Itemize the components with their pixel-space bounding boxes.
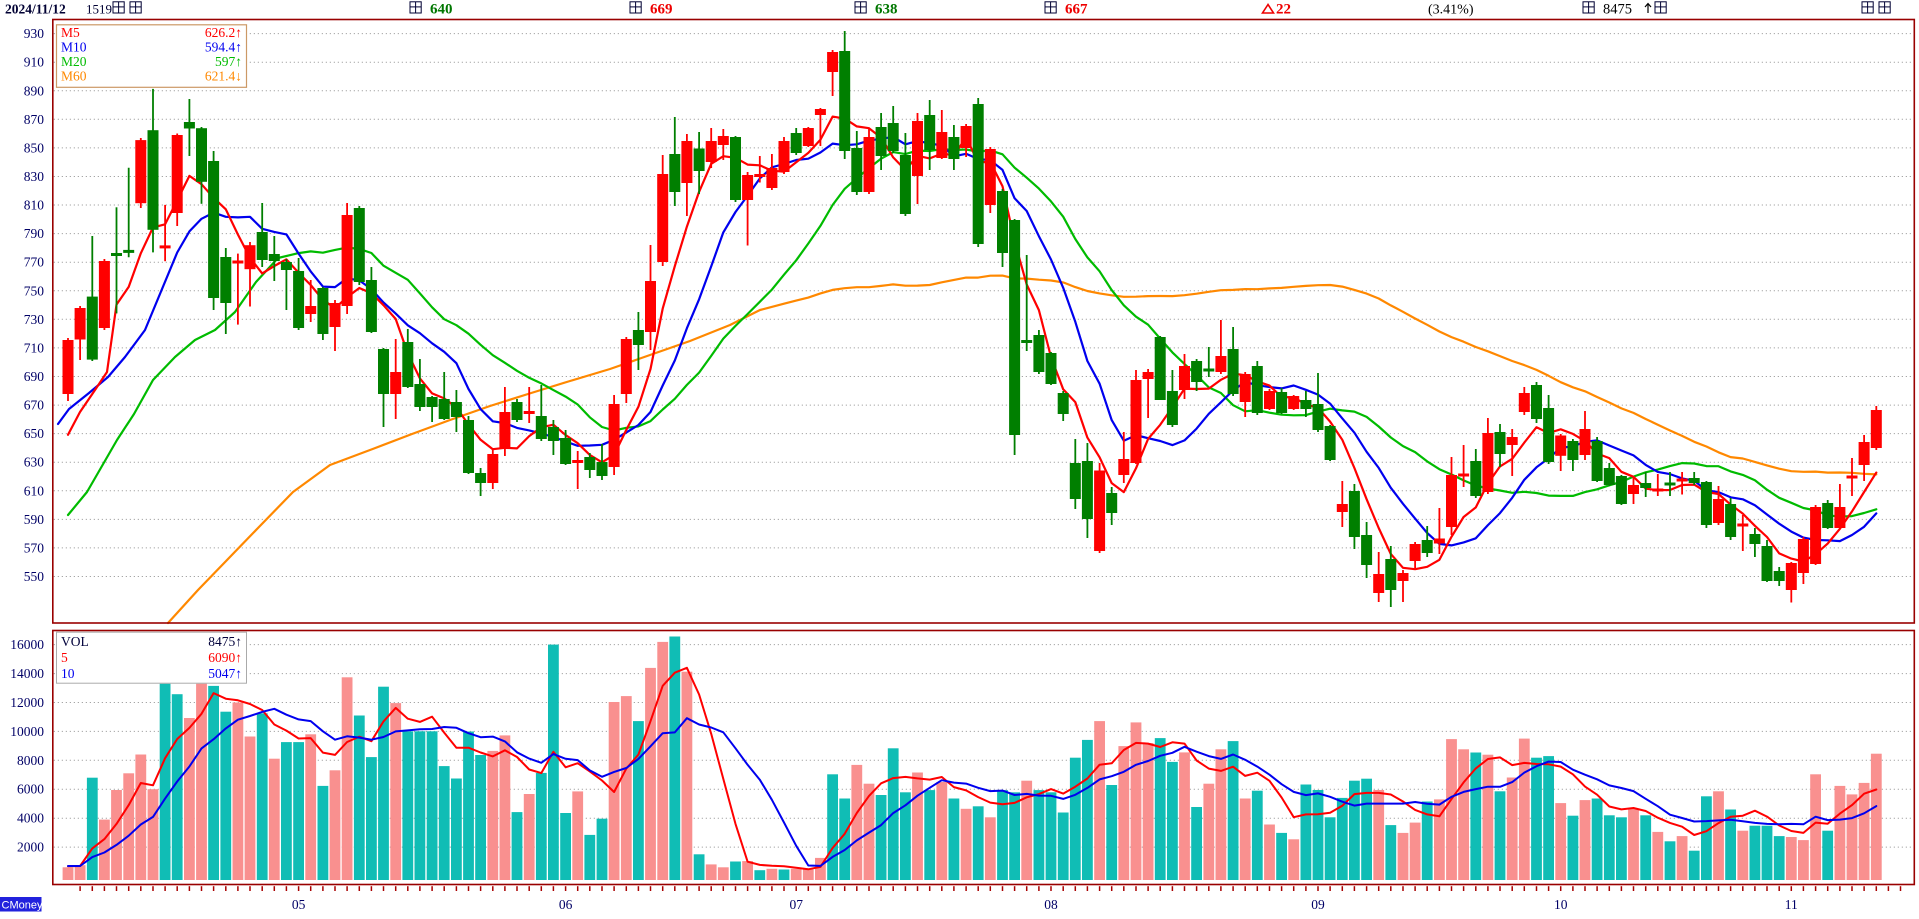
svg-text:07: 07 — [789, 897, 803, 912]
svg-text:16000: 16000 — [10, 637, 44, 652]
svg-text:6000: 6000 — [17, 782, 44, 797]
svg-text:6090↑: 6090↑ — [208, 650, 242, 665]
svg-text:2024/11/12: 2024/11/12 — [5, 2, 66, 17]
svg-text:M10: M10 — [61, 40, 87, 55]
svg-text:22: 22 — [1276, 2, 1291, 18]
svg-text:890: 890 — [24, 83, 45, 98]
svg-text:1519: 1519 — [86, 2, 112, 17]
svg-text:14000: 14000 — [10, 666, 44, 681]
svg-text:8475↑: 8475↑ — [208, 634, 242, 649]
svg-text:810: 810 — [24, 198, 45, 213]
svg-text:10: 10 — [61, 666, 75, 681]
svg-text:594.4↑: 594.4↑ — [205, 40, 242, 55]
svg-text:M60: M60 — [61, 69, 87, 84]
svg-text:M20: M20 — [61, 54, 87, 69]
svg-text:590: 590 — [24, 512, 45, 527]
svg-text:(3.41%): (3.41%) — [1428, 3, 1474, 18]
svg-text:5047↑: 5047↑ — [208, 666, 242, 681]
svg-text:8000: 8000 — [17, 753, 44, 768]
svg-text:2000: 2000 — [17, 840, 44, 855]
svg-text:770: 770 — [24, 255, 45, 270]
svg-text:650: 650 — [24, 426, 45, 441]
svg-text:640: 640 — [430, 2, 453, 18]
svg-text:626.2↑: 626.2↑ — [205, 25, 242, 40]
svg-text:621.4↓: 621.4↓ — [205, 69, 242, 84]
svg-text:670: 670 — [24, 398, 45, 413]
svg-text:550: 550 — [24, 569, 45, 584]
svg-text:8475: 8475 — [1603, 2, 1632, 18]
svg-text:630: 630 — [24, 455, 45, 470]
svg-text:669: 669 — [650, 2, 673, 18]
svg-text:730: 730 — [24, 312, 45, 327]
svg-text:790: 790 — [24, 226, 45, 241]
svg-text:750: 750 — [24, 283, 45, 298]
svg-text:830: 830 — [24, 169, 45, 184]
svg-text:05: 05 — [292, 897, 306, 912]
svg-text:570: 570 — [24, 540, 45, 555]
svg-text:638: 638 — [875, 2, 898, 18]
svg-text:08: 08 — [1044, 897, 1058, 912]
svg-text:610: 610 — [24, 483, 45, 498]
svg-text:690: 690 — [24, 369, 45, 384]
svg-text:667: 667 — [1065, 2, 1088, 18]
svg-text:VOL: VOL — [61, 634, 89, 649]
svg-text:597↑: 597↑ — [215, 54, 242, 69]
svg-text:4000: 4000 — [17, 811, 44, 826]
svg-text:M5: M5 — [61, 25, 80, 40]
svg-text:10000: 10000 — [10, 724, 44, 739]
svg-text:11: 11 — [1785, 897, 1798, 912]
svg-text:910: 910 — [24, 55, 45, 70]
svg-text:930: 930 — [24, 26, 45, 41]
svg-text:10: 10 — [1554, 897, 1568, 912]
svg-text:09: 09 — [1311, 897, 1325, 912]
svg-text:710: 710 — [24, 340, 45, 355]
svg-text:12000: 12000 — [10, 695, 44, 710]
svg-text:06: 06 — [559, 897, 573, 912]
svg-text:CMoney: CMoney — [2, 900, 43, 912]
svg-text:870: 870 — [24, 112, 45, 127]
svg-text:850: 850 — [24, 140, 45, 155]
svg-text:5: 5 — [61, 650, 68, 665]
